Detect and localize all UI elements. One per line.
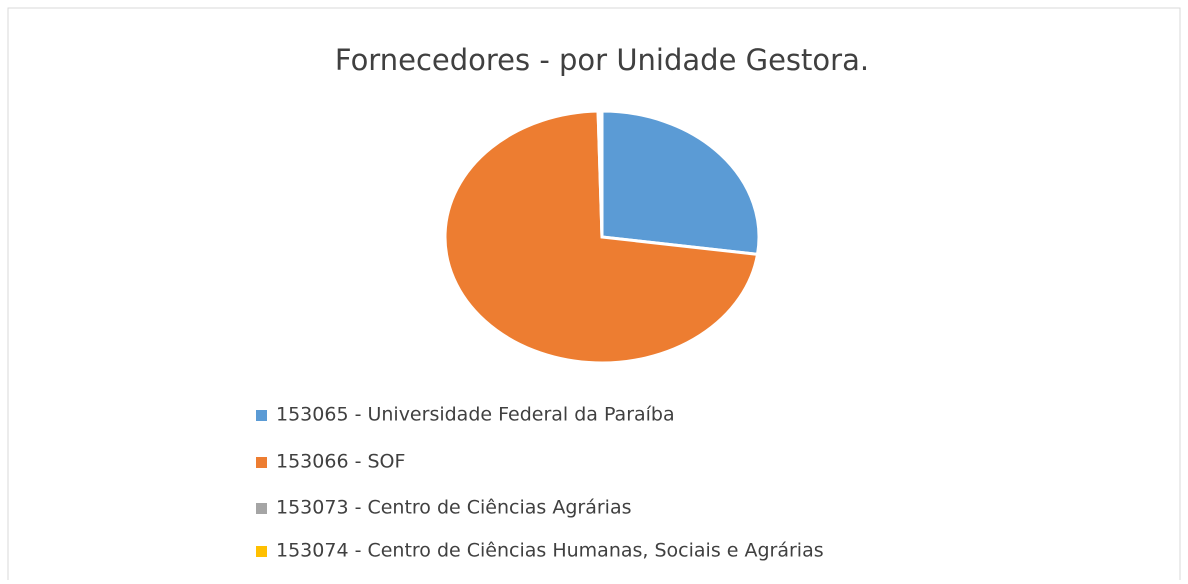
legend-label: 153074 - Centro de Ciências Humanas, Soc…	[276, 540, 824, 562]
pie-slice	[598, 109, 604, 238]
legend-label: 153065 - Universidade Federal da Paraíba	[276, 404, 675, 426]
chart-title: Fornecedores - por Unidade Gestora.	[335, 43, 869, 77]
legend-swatch	[256, 410, 267, 421]
legend-swatch	[256, 503, 267, 514]
legend-swatch	[256, 546, 267, 557]
legend-swatch	[256, 457, 267, 468]
pie-slice	[600, 109, 761, 257]
legend-label: 153066 - SOF	[276, 451, 405, 473]
legend-label: 153073 - Centro de Ciências Agrárias	[276, 497, 632, 519]
